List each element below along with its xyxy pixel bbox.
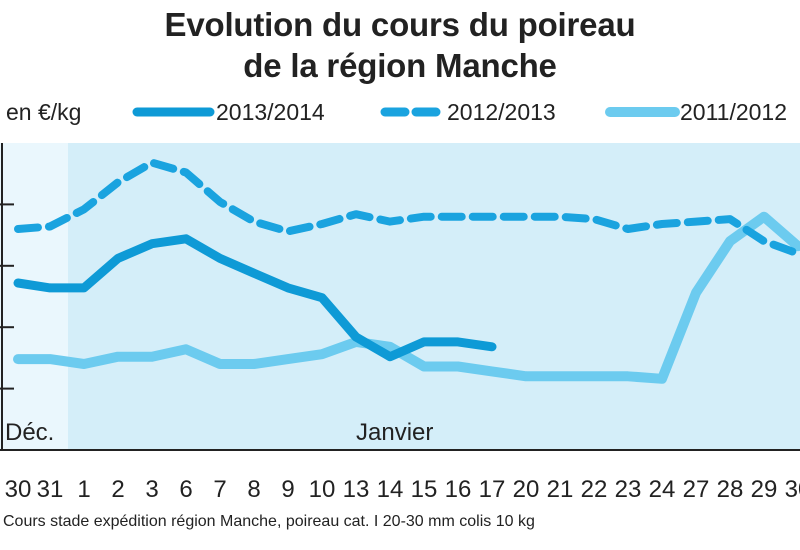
month-label-january: Janvier [356,419,433,446]
december-background [0,143,68,450]
series-line-2012-2013 [14,158,800,258]
legend: en €/kg 2013/2014 2012/2013 2011/2012 [6,99,787,125]
x-tick-label-1: 31 [37,476,64,503]
x-tick-label-2: 1 [77,476,90,503]
month-label-december: Déc. [5,419,54,446]
x-tick-label-7: 8 [247,476,260,503]
footnote: Cours stade expédition région Manche, po… [3,513,535,530]
x-tick-label-0: 30 [5,476,32,503]
x-tick-label-22: 29 [751,476,778,503]
title-line-1: Evolution du cours du poireau [164,6,636,43]
legend-label-2013-2014: 2013/2014 [216,99,325,125]
x-tick-label-4: 3 [145,476,158,503]
chart-title: Evolution du cours du poireau de la régi… [0,4,800,86]
plot-background [0,143,800,450]
title-line-2: de la région Manche [243,47,557,84]
legend-label-2011-2012: 2011/2012 [680,99,787,125]
series-lines [13,158,800,384]
y-axis-ticks [0,203,14,390]
x-tick-label-12: 15 [411,476,438,503]
series-line-2011-2012 [13,211,800,384]
x-tick-label-19: 24 [649,476,676,503]
x-tick-label-21: 28 [717,476,744,503]
x-tick-label-20: 27 [683,476,710,503]
legend-label-2012-2013: 2012/2013 [447,99,556,125]
x-tick-label-11: 14 [377,476,404,503]
x-tick-label-16: 21 [547,476,574,503]
x-tick-label-3: 2 [111,476,124,503]
x-tick-label-15: 20 [513,476,540,503]
x-tick-label-13: 16 [445,476,472,503]
x-tick-label-23: 30 [785,476,800,503]
x-tick-label-18: 23 [615,476,642,503]
x-tick-label-14: 17 [479,476,506,503]
x-tick-label-8: 9 [281,476,294,503]
x-tick-label-17: 22 [581,476,608,503]
x-tick-labels: 30 31 1 2 3 6 7 8 9 10 13 14 15 16 17 20 21 22 23 24 27 28 29 3… [5,476,800,503]
x-tick-label-9: 10 [309,476,336,503]
unit-label: en €/kg [6,99,81,125]
x-tick-label-5: 6 [179,476,192,503]
x-tick-label-6: 7 [213,476,226,503]
series-line-2013-2014 [13,234,497,362]
x-tick-label-10: 13 [343,476,370,503]
